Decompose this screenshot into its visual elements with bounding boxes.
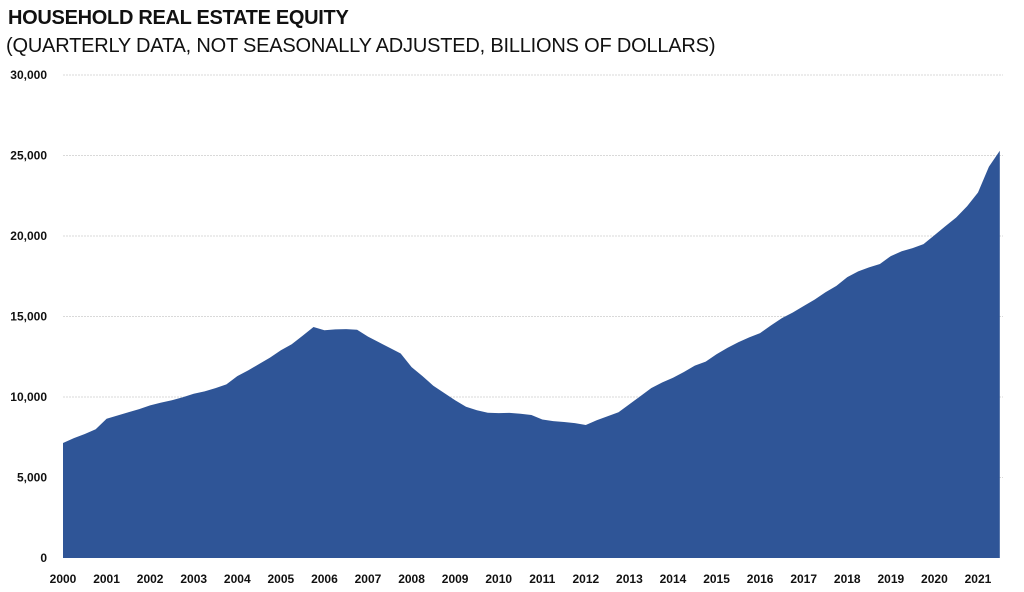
y-tick-label: 5,000: [17, 471, 47, 485]
x-tick-label: 2005: [267, 572, 294, 586]
x-tick-label: 2019: [877, 572, 904, 586]
x-tick-label: 2018: [834, 572, 861, 586]
x-tick-label: 2001: [93, 572, 120, 586]
equity-area: [63, 150, 1000, 558]
x-tick-label: 2000: [50, 572, 77, 586]
x-tick-label: 2016: [747, 572, 774, 586]
x-tick-label: 2008: [398, 572, 425, 586]
x-tick-label: 2012: [572, 572, 599, 586]
y-tick-label: 20,000: [10, 229, 47, 243]
x-tick-label: 2011: [529, 572, 555, 586]
x-axis: 2000 2001 2002 2003 2004 2005 2006 2007 2008 2009…: [50, 572, 992, 586]
x-tick-label: 2010: [485, 572, 512, 586]
x-tick-label: 2021: [965, 572, 992, 586]
y-tick-label: 0: [40, 551, 47, 565]
x-tick-label: 2013: [616, 572, 643, 586]
y-tick-label: 30,000: [10, 68, 47, 82]
x-tick-label: 2020: [921, 572, 948, 586]
y-tick-label: 10,000: [10, 390, 47, 404]
x-tick-label: 2006: [311, 572, 338, 586]
chart-subtitle: (QUARTERLY DATA, NOT SEASONALLY ADJUSTED…: [6, 35, 716, 57]
y-axis: 0 5,000 10,000 15,000 20,000 25,000 30,000: [10, 68, 47, 565]
x-tick-label: 2007: [355, 572, 382, 586]
x-tick-label: 2004: [224, 572, 251, 586]
x-tick-label: 2009: [442, 572, 469, 586]
y-tick-label: 25,000: [10, 149, 47, 163]
x-tick-label: 2014: [660, 572, 687, 586]
y-tick-label: 15,000: [10, 310, 47, 324]
chart-title: HOUSEHOLD REAL ESTATE EQUITY: [8, 7, 349, 29]
plot-area: [63, 150, 1000, 558]
x-tick-label: 2015: [703, 572, 730, 586]
x-tick-label: 2002: [137, 572, 164, 586]
x-tick-label: 2017: [790, 572, 817, 586]
x-tick-label: 2003: [180, 572, 207, 586]
